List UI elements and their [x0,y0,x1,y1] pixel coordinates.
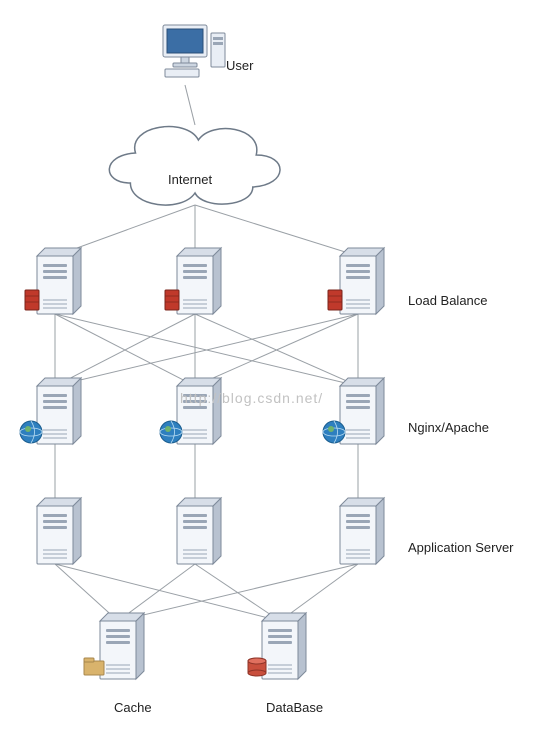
node-lb3 [328,248,384,314]
node-lb1 [25,248,81,314]
node-db [248,613,306,679]
label-db: DataBase [266,700,323,715]
node-web2 [160,378,221,444]
edge [280,564,358,621]
label-web: Nginx/Apache [408,420,489,435]
edge [118,564,195,621]
node-app2 [177,498,221,564]
node-app3 [340,498,384,564]
architecture-diagram [0,0,540,731]
node-cloud [109,127,280,205]
edge [185,85,195,125]
label-cache: Cache [114,700,152,715]
label-app: Application Server [408,540,514,555]
nodes-group [20,25,384,679]
label-lb: Load Balance [408,293,488,308]
node-lb2 [165,248,221,314]
node-web3 [323,378,384,444]
edge [55,564,280,621]
node-cache [84,613,144,679]
node-web1 [20,378,81,444]
edge [118,564,358,621]
node-app1 [37,498,81,564]
node-user [163,25,225,77]
edge [55,564,118,621]
label-user: User [226,58,253,73]
label-internet: Internet [168,172,212,187]
